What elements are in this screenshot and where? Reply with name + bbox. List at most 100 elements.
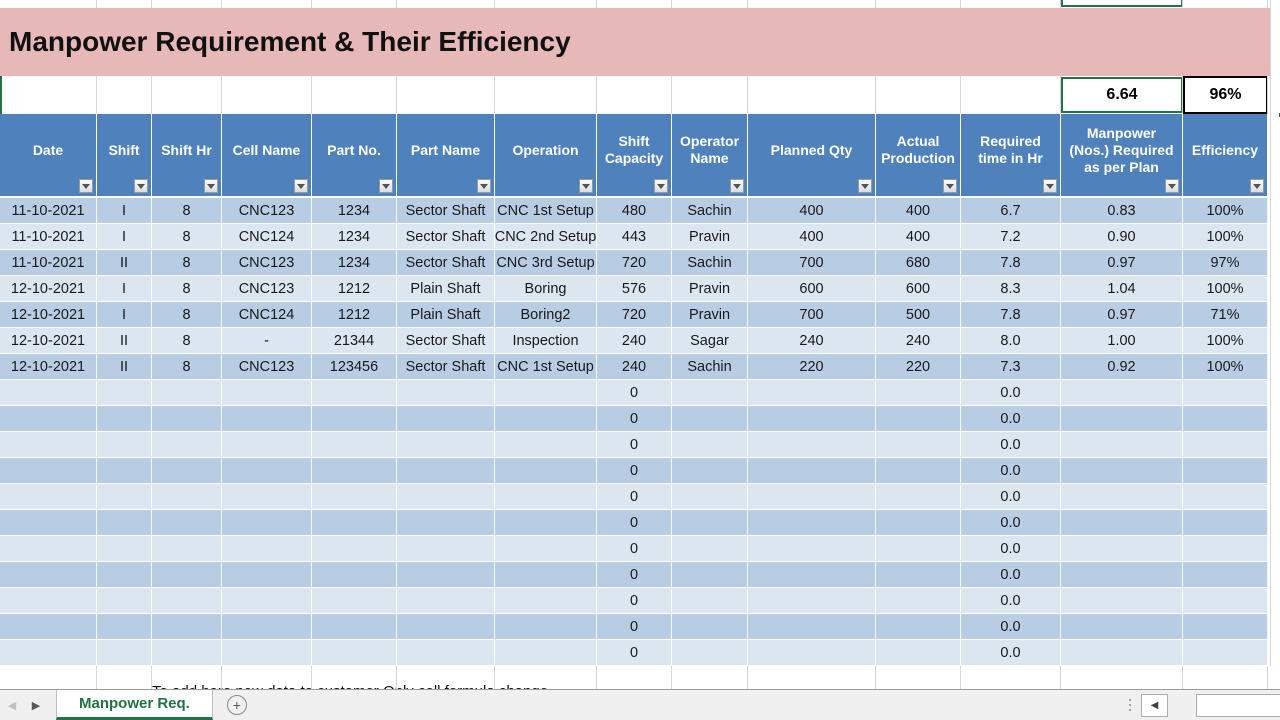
- cell[interactable]: [0, 510, 97, 536]
- cell[interactable]: [152, 432, 222, 458]
- cell[interactable]: [312, 458, 397, 484]
- cell[interactable]: I: [97, 276, 152, 302]
- cell[interactable]: [222, 458, 312, 484]
- cell[interactable]: [1061, 458, 1183, 484]
- cell[interactable]: 240: [597, 328, 672, 354]
- cell[interactable]: [97, 640, 152, 666]
- cell[interactable]: [672, 380, 748, 406]
- cell[interactable]: [97, 614, 152, 640]
- cell[interactable]: 8: [152, 354, 222, 380]
- cell[interactable]: [672, 588, 748, 614]
- cell[interactable]: [97, 510, 152, 536]
- cell[interactable]: Plain Shaft: [397, 302, 495, 328]
- cell[interactable]: [0, 380, 97, 406]
- cell[interactable]: [876, 614, 961, 640]
- cell[interactable]: [312, 614, 397, 640]
- cell[interactable]: 0: [597, 406, 672, 432]
- cell[interactable]: 576: [597, 276, 672, 302]
- cell[interactable]: Pravin: [672, 224, 748, 250]
- next-sheet-arrow-icon[interactable]: ▶: [31, 699, 41, 712]
- cell[interactable]: CNC123: [222, 250, 312, 276]
- filter-dropdown-icon[interactable]: [204, 179, 218, 193]
- sheet-tab-manpower-req[interactable]: Manpower Req.: [56, 690, 213, 720]
- cell[interactable]: CNC123: [222, 276, 312, 302]
- cell[interactable]: 600: [876, 276, 961, 302]
- cell[interactable]: Sector Shaft: [397, 328, 495, 354]
- cell[interactable]: [495, 536, 597, 562]
- cell[interactable]: [495, 614, 597, 640]
- cell[interactable]: [312, 640, 397, 666]
- cell[interactable]: 0: [597, 536, 672, 562]
- cell[interactable]: [0, 588, 97, 614]
- cell[interactable]: 100%: [1183, 276, 1268, 302]
- cell[interactable]: 0.97: [1061, 302, 1183, 328]
- cell[interactable]: [876, 536, 961, 562]
- cell[interactable]: 0: [597, 588, 672, 614]
- cell[interactable]: Inspection: [495, 328, 597, 354]
- cell[interactable]: [152, 562, 222, 588]
- cell[interactable]: 100%: [1183, 354, 1268, 380]
- cell[interactable]: 7.3: [961, 354, 1061, 380]
- filter-dropdown-icon[interactable]: [1043, 179, 1057, 193]
- cell[interactable]: [672, 458, 748, 484]
- cell[interactable]: 1.04: [1061, 276, 1183, 302]
- cell[interactable]: 220: [748, 354, 876, 380]
- cell[interactable]: 11-10-2021: [0, 250, 97, 276]
- cell[interactable]: [222, 432, 312, 458]
- cell[interactable]: 0.0: [961, 614, 1061, 640]
- cell[interactable]: [397, 380, 495, 406]
- cell[interactable]: [748, 562, 876, 588]
- cell[interactable]: [876, 640, 961, 666]
- cell[interactable]: [1183, 484, 1268, 510]
- cell[interactable]: [97, 588, 152, 614]
- cell[interactable]: 100%: [1183, 224, 1268, 250]
- cell[interactable]: [1183, 432, 1268, 458]
- cell[interactable]: [495, 510, 597, 536]
- cell[interactable]: [672, 484, 748, 510]
- cell[interactable]: [312, 536, 397, 562]
- cell[interactable]: I: [97, 302, 152, 328]
- filter-dropdown-icon[interactable]: [654, 179, 668, 193]
- cell[interactable]: CNC123: [222, 198, 312, 224]
- cell[interactable]: 0.0: [961, 432, 1061, 458]
- cell[interactable]: 0: [597, 458, 672, 484]
- cell[interactable]: Sachin: [672, 354, 748, 380]
- cell[interactable]: [495, 484, 597, 510]
- cell[interactable]: [97, 380, 152, 406]
- cell[interactable]: [152, 484, 222, 510]
- cell[interactable]: [672, 432, 748, 458]
- cell[interactable]: [1061, 640, 1183, 666]
- cell[interactable]: [1061, 614, 1183, 640]
- cell[interactable]: CNC124: [222, 224, 312, 250]
- cell[interactable]: [748, 484, 876, 510]
- cell[interactable]: Sector Shaft: [397, 224, 495, 250]
- cell[interactable]: 680: [876, 250, 961, 276]
- cell[interactable]: 1.00: [1061, 328, 1183, 354]
- cell[interactable]: 12-10-2021: [0, 276, 97, 302]
- cell[interactable]: CNC124: [222, 302, 312, 328]
- cell[interactable]: 220: [876, 354, 961, 380]
- cell[interactable]: 97%: [1183, 250, 1268, 276]
- total-manpower-cell[interactable]: 6.64: [1061, 77, 1183, 113]
- filter-dropdown-icon[interactable]: [294, 179, 308, 193]
- cell[interactable]: [152, 614, 222, 640]
- cell[interactable]: [0, 614, 97, 640]
- cell[interactable]: [152, 458, 222, 484]
- cell[interactable]: [0, 536, 97, 562]
- scroll-left-button[interactable]: ◀: [1141, 693, 1168, 717]
- cell[interactable]: 8: [152, 276, 222, 302]
- cell[interactable]: 8: [152, 302, 222, 328]
- cell[interactable]: Sagar: [672, 328, 748, 354]
- cell[interactable]: [0, 484, 97, 510]
- cell[interactable]: [222, 562, 312, 588]
- cell[interactable]: [1061, 562, 1183, 588]
- cell[interactable]: [397, 432, 495, 458]
- filter-dropdown-icon[interactable]: [379, 179, 393, 193]
- cell[interactable]: 8: [152, 224, 222, 250]
- filter-dropdown-icon[interactable]: [134, 179, 148, 193]
- cell[interactable]: [1061, 536, 1183, 562]
- cell[interactable]: [0, 458, 97, 484]
- cell[interactable]: 720: [597, 302, 672, 328]
- cell[interactable]: CNC 1st Setup: [495, 198, 597, 224]
- cell[interactable]: [495, 406, 597, 432]
